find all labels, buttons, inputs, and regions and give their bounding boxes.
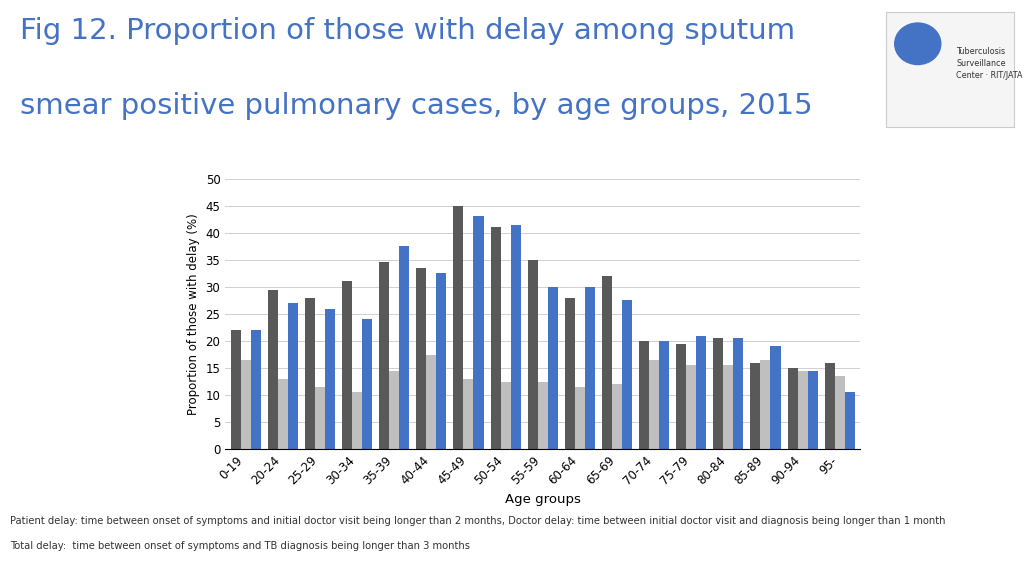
- Text: Tuberculosis
Surveillance
Center · RIT/JATA: Tuberculosis Surveillance Center · RIT/J…: [956, 47, 1023, 79]
- Bar: [399, 247, 410, 449]
- Bar: [835, 376, 845, 449]
- Bar: [845, 392, 855, 449]
- Bar: [686, 365, 696, 449]
- Bar: [241, 360, 251, 449]
- Bar: [268, 290, 278, 449]
- Bar: [565, 298, 574, 449]
- Bar: [751, 363, 761, 449]
- Bar: [325, 309, 335, 449]
- Bar: [473, 217, 483, 449]
- Bar: [288, 303, 298, 449]
- Bar: [362, 319, 372, 449]
- Bar: [824, 363, 835, 449]
- Bar: [574, 387, 585, 449]
- Bar: [501, 382, 511, 449]
- Bar: [723, 365, 733, 449]
- Bar: [622, 301, 632, 449]
- Bar: [454, 206, 464, 449]
- Bar: [676, 344, 686, 449]
- Text: Total delay:  time between onset of symptoms and TB diagnosis being longer than : Total delay: time between onset of sympt…: [10, 541, 470, 551]
- Text: Fig 12. Proportion of those with delay among sputum: Fig 12. Proportion of those with delay a…: [20, 17, 796, 46]
- Bar: [714, 338, 723, 449]
- Bar: [511, 225, 520, 449]
- Bar: [230, 330, 241, 449]
- Bar: [464, 379, 473, 449]
- Bar: [417, 268, 426, 449]
- Bar: [436, 274, 446, 449]
- Bar: [602, 276, 612, 449]
- Bar: [696, 336, 707, 449]
- Bar: [733, 338, 743, 449]
- Bar: [612, 384, 622, 449]
- Bar: [770, 346, 780, 449]
- Bar: [379, 263, 389, 449]
- Bar: [787, 368, 798, 449]
- Bar: [527, 260, 538, 449]
- X-axis label: Age groups: Age groups: [505, 493, 581, 506]
- Bar: [342, 282, 352, 449]
- Bar: [659, 341, 669, 449]
- Bar: [798, 371, 808, 449]
- Bar: [585, 287, 595, 449]
- Bar: [251, 330, 261, 449]
- Y-axis label: Proportion of those with delay (%): Proportion of those with delay (%): [187, 213, 200, 415]
- Bar: [426, 355, 436, 449]
- Bar: [490, 228, 501, 449]
- Bar: [389, 371, 399, 449]
- Bar: [761, 360, 770, 449]
- Bar: [639, 341, 649, 449]
- Bar: [649, 360, 659, 449]
- Bar: [305, 298, 315, 449]
- Circle shape: [895, 23, 941, 65]
- Bar: [548, 287, 558, 449]
- Bar: [352, 392, 362, 449]
- Bar: [278, 379, 288, 449]
- Bar: [538, 382, 548, 449]
- Bar: [315, 387, 325, 449]
- Bar: [808, 371, 817, 449]
- Text: Patient delay: time between onset of symptoms and initial doctor visit being lon: Patient delay: time between onset of sym…: [10, 516, 946, 525]
- Text: smear positive pulmonary cases, by age groups, 2015: smear positive pulmonary cases, by age g…: [20, 92, 813, 120]
